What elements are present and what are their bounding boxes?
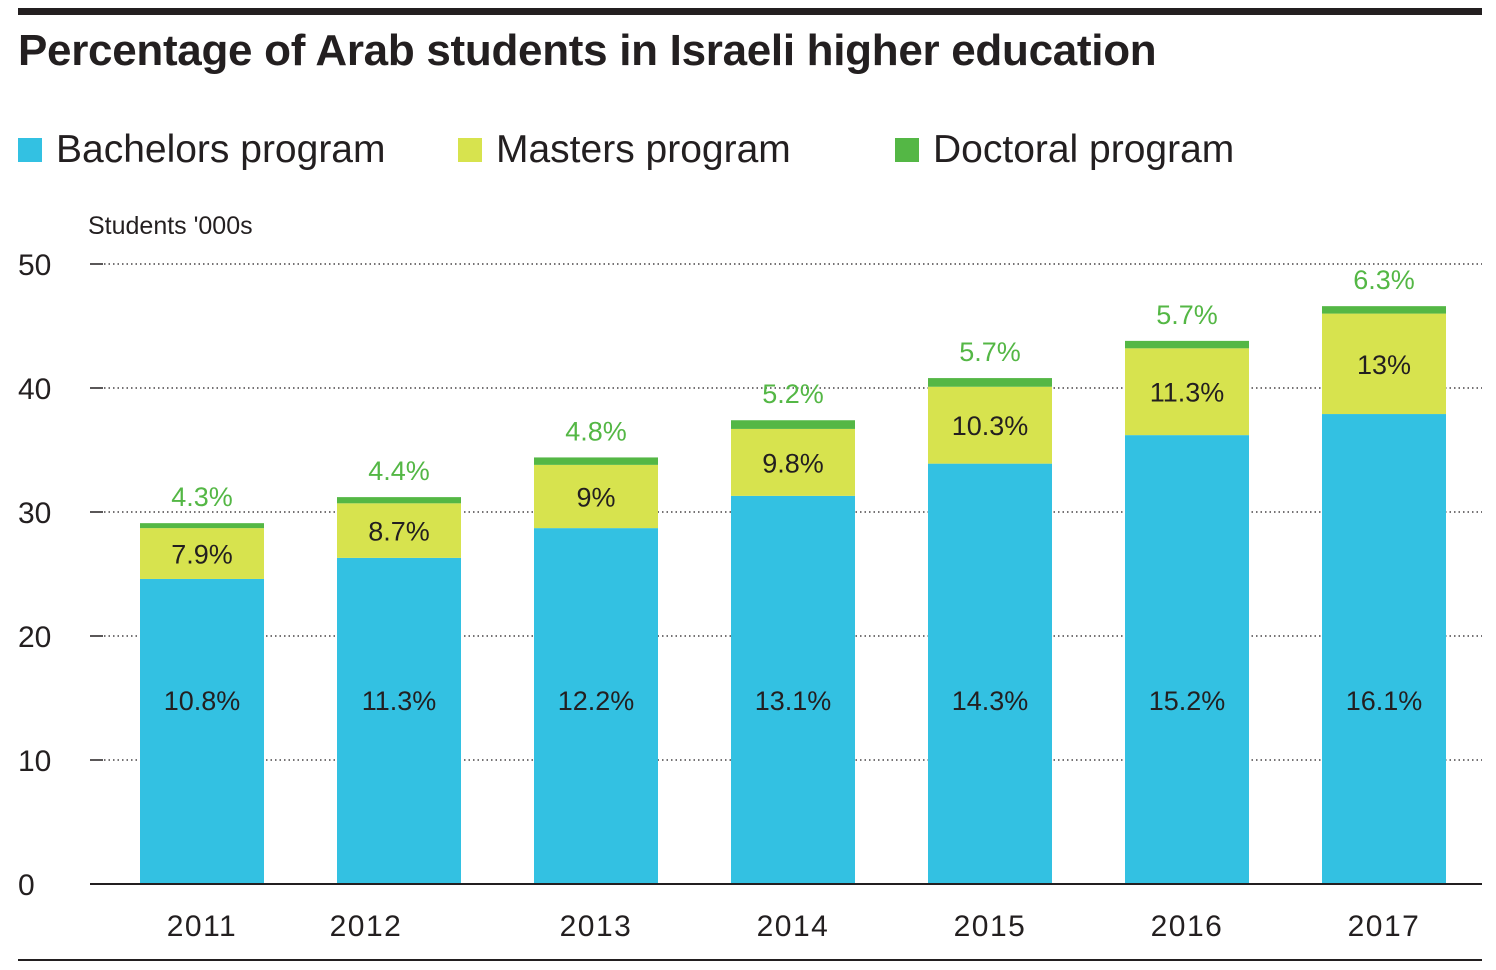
data-label-doctoral: 4.4% xyxy=(368,456,430,486)
bottom-rule xyxy=(18,959,1482,961)
y-tick-label: 50 xyxy=(18,249,51,282)
y-tick-label: 30 xyxy=(18,497,51,530)
data-label-doctoral: 5.2% xyxy=(762,379,824,409)
legend-item-masters: Masters program xyxy=(458,122,791,178)
legend-swatch-doctoral xyxy=(895,138,919,162)
top-rule xyxy=(18,8,1482,15)
data-label-bachelors: 14.3% xyxy=(952,686,1029,716)
x-tick-label: 2014 xyxy=(757,910,830,943)
bar-masters xyxy=(1322,313,1446,415)
data-label-masters: 8.7% xyxy=(368,517,430,547)
data-label-masters: 9% xyxy=(576,483,615,513)
legend-label-doctoral: Doctoral program xyxy=(933,128,1235,171)
bar-masters xyxy=(928,386,1052,464)
data-label-masters: 10.3% xyxy=(952,411,1029,441)
data-label-bachelors: 13.1% xyxy=(755,686,832,716)
bar-bachelors xyxy=(731,495,855,884)
data-label-doctoral: 5.7% xyxy=(1156,300,1218,330)
legend-item-bachelors: Bachelors program xyxy=(18,122,385,178)
bar-bachelors xyxy=(534,528,658,884)
x-tick-label: 2016 xyxy=(1151,910,1224,943)
bar-doctoral xyxy=(731,420,855,429)
bar-masters xyxy=(140,528,264,579)
data-label-doctoral: 5.7% xyxy=(959,337,1021,367)
y-tick-label: 20 xyxy=(18,621,51,654)
data-label-bachelors: 10.8% xyxy=(164,686,241,716)
data-label-bachelors: 11.3% xyxy=(362,686,437,716)
y-axis-label: Students '000s xyxy=(88,212,253,240)
y-tick-label: 0 xyxy=(18,869,35,902)
legend: Bachelors program Masters program Doctor… xyxy=(0,122,1496,178)
bar-bachelors xyxy=(1322,414,1446,884)
bar-masters xyxy=(534,464,658,529)
legend-item-doctoral: Doctoral program xyxy=(895,122,1234,178)
data-label-doctoral: 6.3% xyxy=(1353,265,1415,295)
bar-doctoral xyxy=(1125,340,1249,349)
bar-bachelors xyxy=(1125,435,1249,884)
bar-bachelors xyxy=(337,557,461,884)
chart-title: Percentage of Arab students in Israeli h… xyxy=(18,26,1157,75)
x-tick-label: 2015 xyxy=(954,910,1027,943)
x-tick-label: 2017 xyxy=(1348,910,1421,943)
bar-masters xyxy=(337,503,461,558)
bar-doctoral xyxy=(1322,306,1446,314)
data-label-masters: 11.3% xyxy=(1150,378,1225,408)
y-tick-label: 10 xyxy=(18,745,51,778)
bar-doctoral xyxy=(337,497,461,504)
data-label-doctoral: 4.8% xyxy=(565,416,627,446)
data-label-bachelors: 15.2% xyxy=(1149,686,1226,716)
data-label-masters: 9.8% xyxy=(762,448,824,478)
bar-doctoral xyxy=(928,378,1052,387)
x-tick-label: 2011 xyxy=(167,910,238,943)
legend-label-bachelors: Bachelors program xyxy=(56,128,386,171)
data-label-masters: 13% xyxy=(1357,350,1411,380)
x-tick-label: 2013 xyxy=(560,910,633,943)
data-label-masters: 7.9% xyxy=(171,540,233,570)
legend-label-masters: Masters program xyxy=(496,128,791,171)
bar-masters xyxy=(731,428,855,496)
bar-masters xyxy=(1125,348,1249,436)
y-tick-label: 40 xyxy=(18,373,51,406)
bar-bachelors xyxy=(140,578,264,884)
bar-bachelors xyxy=(928,463,1052,884)
legend-swatch-masters xyxy=(458,138,482,162)
data-label-bachelors: 16.1% xyxy=(1346,686,1423,716)
bar-doctoral xyxy=(140,523,264,529)
bar-doctoral xyxy=(534,457,658,465)
legend-swatch-bachelors xyxy=(18,138,42,162)
x-tick-label: 2012 xyxy=(330,910,403,943)
data-label-doctoral: 4.3% xyxy=(171,482,233,512)
data-label-bachelors: 12.2% xyxy=(558,686,635,716)
